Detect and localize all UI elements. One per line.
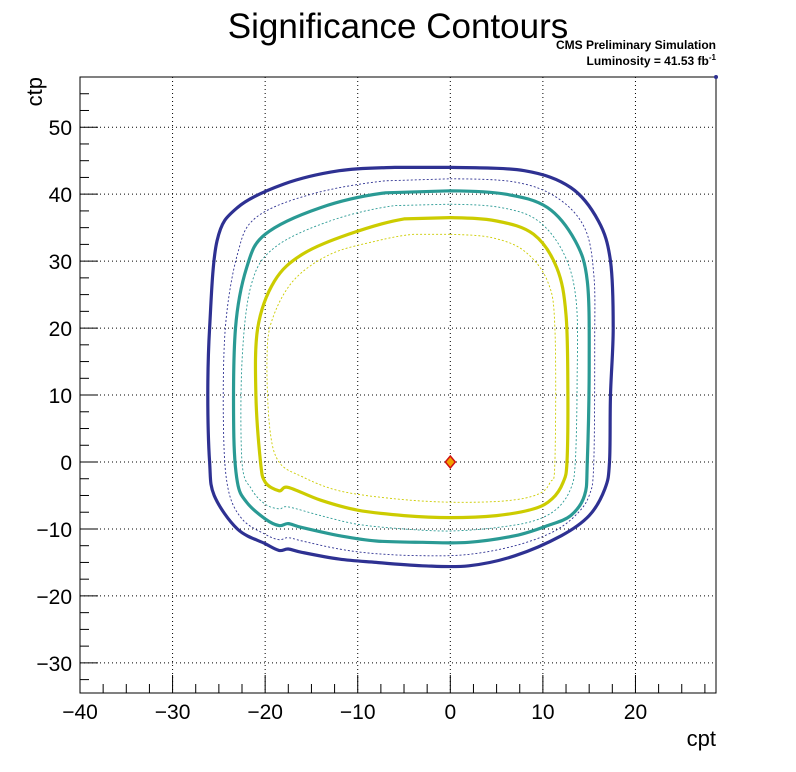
x-tick-label: −10 — [340, 701, 376, 724]
x-axis-label: cpt — [687, 726, 716, 751]
axis-ticks — [79, 76, 706, 693]
x-tick-label: −30 — [155, 701, 191, 724]
y-tick-label: 30 — [49, 251, 72, 274]
contour-line-solid — [206, 165, 615, 569]
contours — [206, 165, 615, 569]
x-tick-label: −20 — [247, 701, 283, 724]
plot-frame — [79, 76, 717, 694]
best-fit-marker — [444, 75, 718, 470]
x-tick-label: 0 — [444, 701, 456, 724]
contour-line-solid — [253, 216, 570, 520]
y-axis-label: ctp — [22, 77, 47, 106]
y-tick-label: 0 — [60, 452, 72, 475]
y-tick-label: −30 — [36, 653, 72, 676]
contour-line-solid — [231, 189, 591, 545]
best-fit-point — [444, 454, 457, 470]
y-tick-label: −10 — [36, 519, 72, 542]
contour-line-dotted — [266, 233, 557, 503]
x-tick-label: −40 — [62, 701, 98, 724]
contour-line-dotted — [222, 178, 596, 557]
luminosity-label: Luminosity = 41.53 fb-1 — [587, 53, 717, 68]
y-tick-label: 50 — [49, 117, 72, 140]
chart-title: Significance Contours — [228, 7, 568, 46]
grid-lines — [79, 77, 716, 693]
corner-dot — [714, 75, 718, 79]
x-tick-label: 20 — [624, 701, 647, 724]
luminosity-exponent: -1 — [709, 53, 717, 62]
tick-labels: −40 −30 −20 −10 0 10 20 −30 −20 −10 0 10 20 30 40 50 — [36, 117, 647, 724]
y-tick-label: 40 — [49, 184, 72, 207]
y-tick-label: 20 — [49, 318, 72, 341]
contour-line-dotted — [240, 203, 578, 532]
cms-label: CMS Preliminary Simulation — [556, 38, 716, 52]
y-tick-label: 10 — [49, 385, 72, 408]
x-tick-label: 10 — [531, 701, 554, 724]
luminosity-value: Luminosity = 41.53 fb — [587, 54, 709, 68]
y-tick-label: −20 — [36, 586, 72, 609]
